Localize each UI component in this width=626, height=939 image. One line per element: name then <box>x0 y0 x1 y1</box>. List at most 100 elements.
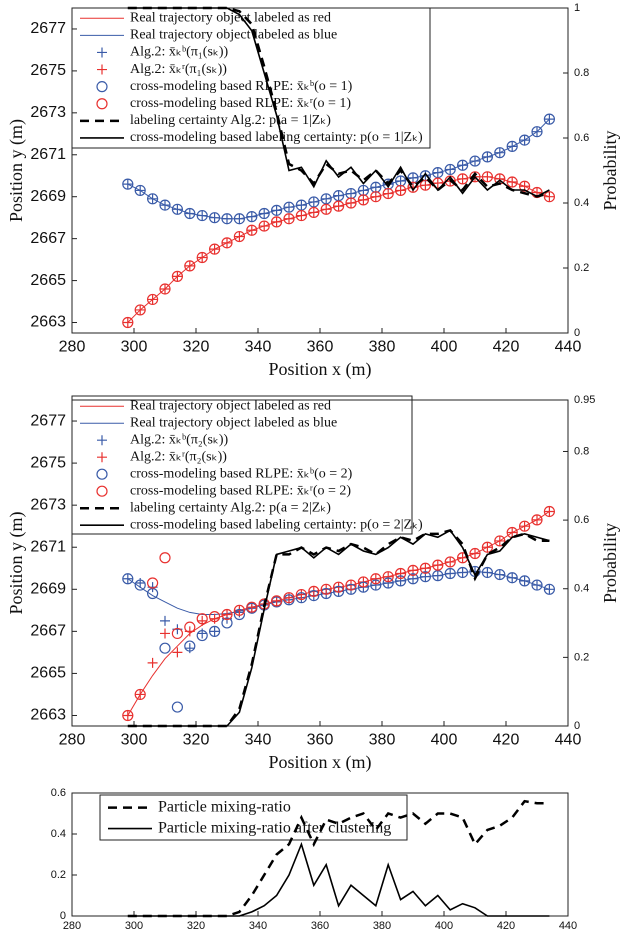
legend-symbol <box>97 64 107 75</box>
data-point <box>234 213 245 224</box>
data-point <box>184 260 195 271</box>
data-point <box>481 541 493 553</box>
y2-tick-label: 0.2 <box>574 651 589 663</box>
data-point <box>184 621 196 633</box>
data-point <box>134 184 146 197</box>
data-point <box>321 204 332 215</box>
x-tick-label: 360 <box>311 920 329 932</box>
y-tick-label: 2673 <box>30 496 66 513</box>
data-point <box>222 213 232 224</box>
data-point <box>531 579 543 591</box>
data-point <box>271 216 282 227</box>
plot-frame <box>71 792 569 917</box>
legend-label: Alg.2: x̄ₖᵇ(π₁(sₖ)) <box>130 45 229 60</box>
series-line <box>127 7 550 198</box>
data-point <box>482 151 493 162</box>
data-point <box>196 251 208 264</box>
data-point <box>184 208 195 219</box>
data-point <box>407 564 419 576</box>
data-point <box>184 260 196 272</box>
data-point <box>184 643 195 654</box>
data-point <box>271 204 283 216</box>
x-tick-label: 340 <box>245 732 272 749</box>
data-point <box>370 191 381 202</box>
data-point <box>122 179 133 190</box>
data-point <box>420 170 431 181</box>
data-point <box>172 271 183 282</box>
legend-label: cross-modeling based RLPE: x̄ₖᵇ(o = 2) <box>130 466 353 481</box>
data-point <box>494 147 506 159</box>
y2-axis-label: Probability <box>600 131 620 211</box>
panel: 280 300 320 340 360 380 400 420 440 0 0.2 0.4 0.6 Par… <box>51 787 577 932</box>
y2-tick-label: 0.4 <box>574 197 589 209</box>
data-point <box>171 627 183 640</box>
data-point <box>494 569 505 580</box>
y-tick-label: 0.6 <box>51 787 66 799</box>
data-point <box>419 571 431 583</box>
data-point <box>308 206 320 219</box>
data-point <box>122 316 134 329</box>
x-tick-label: 300 <box>121 339 148 356</box>
legend-symbol <box>96 81 108 93</box>
data-point <box>370 191 382 203</box>
y2-axis-label: Probability <box>600 523 620 603</box>
x-tick-label: 360 <box>307 732 334 749</box>
legend-label: cross-modeling based RLPE: x̄ₖᵇ(o = 1) <box>130 79 353 94</box>
data-point <box>506 176 518 188</box>
data-point <box>519 575 530 586</box>
data-point <box>209 613 220 624</box>
data-point <box>457 159 469 171</box>
legend-label: cross-modeling based labeling certainty:… <box>130 130 423 145</box>
data-point <box>209 212 221 224</box>
data-point <box>246 601 258 613</box>
y2-tick-label: 0.95 <box>574 394 595 406</box>
y-tick-label: 2671 <box>30 146 66 163</box>
data-point <box>271 595 283 607</box>
x-tick-label: 400 <box>431 339 458 356</box>
data-point <box>147 193 158 204</box>
data-point <box>209 243 221 255</box>
data-point <box>457 173 468 184</box>
data-point <box>543 505 556 518</box>
data-point <box>407 573 419 585</box>
data-point <box>122 317 133 328</box>
data-point <box>295 588 307 601</box>
y2-tick-label: 0 <box>574 327 580 339</box>
data-point <box>532 514 542 525</box>
data-point <box>532 580 542 591</box>
data-point <box>135 577 146 588</box>
legend-label: cross-modeling based RLPE: x̄ₖʳ(o = 2) <box>130 483 351 498</box>
x-tick-label: 300 <box>121 732 148 749</box>
data-point <box>531 126 543 138</box>
legend-label: labeling certainty Alg.2: p(a = 2|Zₖ) <box>130 500 331 515</box>
data-point <box>209 244 220 255</box>
data-point <box>519 521 530 532</box>
y2-tick-label: 0.4 <box>574 583 589 595</box>
data-point <box>346 188 356 199</box>
data-point <box>444 567 456 580</box>
data-point <box>519 135 530 146</box>
x-tick-label: 420 <box>493 732 520 749</box>
series-line <box>127 6 550 198</box>
data-point <box>469 547 481 560</box>
data-point <box>481 171 493 183</box>
data-point <box>295 592 307 604</box>
y2-tick-label: 1 <box>574 2 580 14</box>
data-point <box>159 283 171 295</box>
data-point <box>135 185 146 196</box>
x-tick-label: 340 <box>245 339 272 356</box>
data-point <box>233 213 245 225</box>
legend-symbol <box>96 468 108 480</box>
data-point <box>358 185 369 196</box>
y2-tick-label: 0.8 <box>574 445 589 457</box>
data-point <box>159 642 171 654</box>
data-point <box>171 270 183 282</box>
data-point <box>233 604 245 616</box>
data-point <box>259 208 270 219</box>
y2-tick-label: 0.6 <box>574 514 589 526</box>
data-point <box>395 568 406 579</box>
data-point <box>147 577 159 589</box>
data-point <box>159 552 171 564</box>
data-point <box>543 583 556 595</box>
